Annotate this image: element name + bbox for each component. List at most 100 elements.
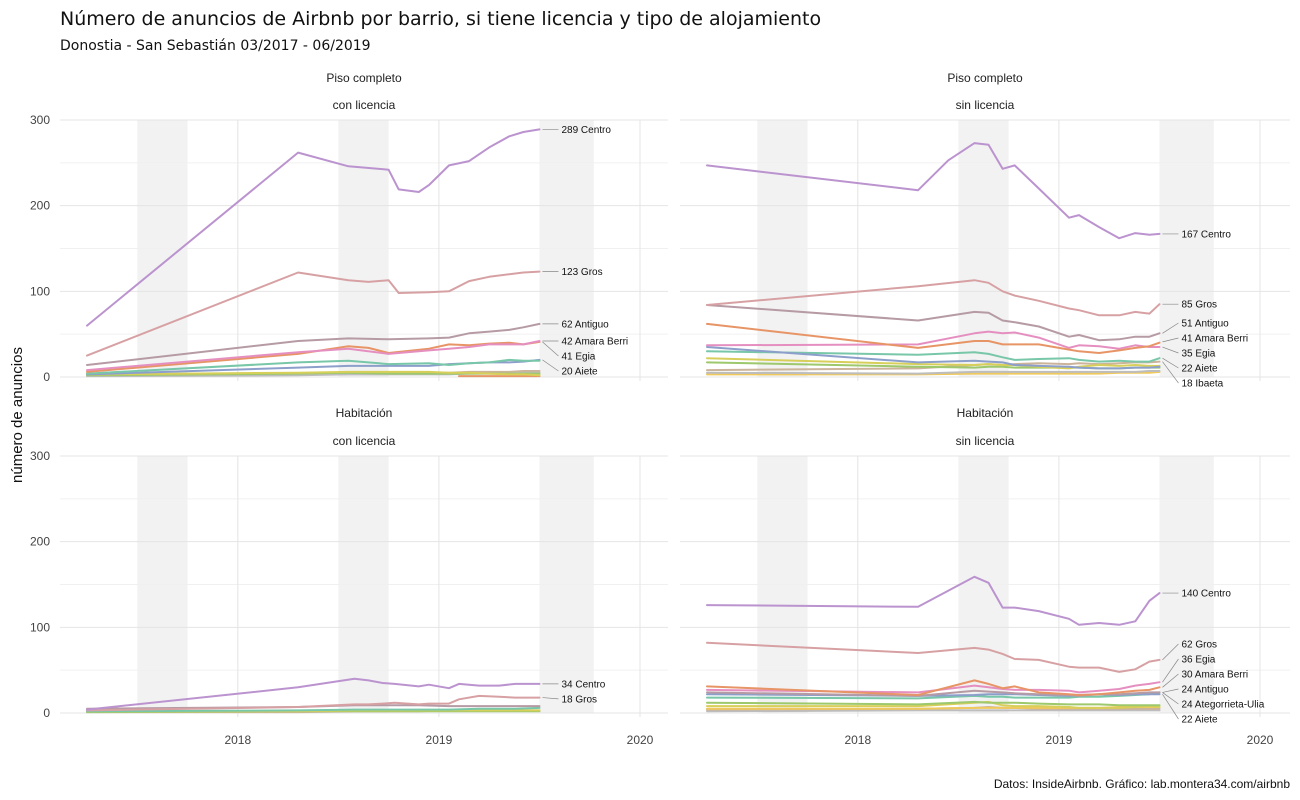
series-line-amara-berri: [86, 340, 541, 372]
end-labels: 167 Centro 85 Gros 51 Antiguo 41 Amara Berr…: [1162, 229, 1248, 390]
series-end-label: 20 Aiete: [561, 367, 598, 378]
label-leader: [1162, 693, 1179, 720]
series-end-label: 24 Ategorrieta-Ulia: [1181, 700, 1264, 711]
series-line-centro: [706, 142, 1161, 240]
end-labels: 140 Centro 62 Gros 36 Egia 30 Amara Berri 24…: [1162, 589, 1265, 726]
series-end-label: 85 Gros: [1181, 300, 1217, 311]
strip-label-license: con licencia: [333, 98, 396, 112]
panel-3: 0 100 200 300 2018 2019 2020 Habitación con lice…: [30, 406, 668, 747]
strip-label-type: Habitación: [336, 406, 393, 420]
label-leader: [1162, 322, 1179, 334]
series-line-extra1: [706, 357, 1161, 370]
series-end-label: 22 Aiete: [1181, 715, 1218, 726]
series-line-centro: [86, 128, 541, 327]
y-tick-label: 200: [30, 535, 50, 549]
series-end-label: 167 Centro: [1181, 229, 1231, 240]
x-tick-label: 2018: [844, 733, 871, 747]
label-leader: [1162, 673, 1179, 688]
series-line-extra2: [706, 700, 1161, 707]
series-end-label: 18 Ibaeta: [1181, 379, 1223, 390]
series-line-extra1: [86, 370, 541, 377]
chart-caption: Datos: InsideAirbnb. Gráfico: lab.monter…: [994, 777, 1290, 791]
label-leader: [1162, 346, 1179, 354]
y-tick-label: 300: [30, 449, 50, 463]
series-end-label: 34 Centro: [561, 679, 605, 690]
series-lines: [706, 142, 1161, 376]
series-line-atego: [86, 340, 541, 373]
series-line-antiguo: [86, 322, 541, 366]
y-tick-label: 200: [30, 199, 50, 213]
series-end-label: 42 Amara Berri: [561, 337, 628, 348]
y-tick-label: 0: [43, 370, 50, 384]
series-line-gros: [706, 641, 1161, 673]
series-line-extra3: [706, 709, 1161, 713]
series-end-label: 41 Amara Berri: [1181, 334, 1248, 345]
series-line-gros: [706, 279, 1161, 317]
series-end-label: 24 Antiguo: [1181, 685, 1229, 696]
label-leader: [1162, 692, 1179, 705]
series-end-label: 289 Centro: [561, 125, 611, 136]
y-tick-label: 100: [30, 620, 50, 634]
series-end-label: 62 Antiguo: [561, 319, 609, 330]
x-tick-label: 2019: [1046, 733, 1073, 747]
label-leader: [1162, 357, 1179, 369]
panel-1: 0 100 200 300 Piso completo con licencia 289 C…: [30, 71, 668, 384]
x-tick-label: 2018: [224, 733, 251, 747]
series-end-label: 18 Gros: [561, 694, 597, 705]
panel-4: 2018 2019 2020 Habitación sin licencia 140 Ce…: [680, 406, 1290, 747]
series-end-label: 35 Egia: [1181, 349, 1215, 360]
series-line-egia: [86, 706, 541, 713]
series-line-egia: [86, 358, 541, 375]
series-line-egia: [706, 350, 1161, 363]
series-end-label: 36 Egia: [1181, 655, 1215, 666]
panel-2: Piso completo sin licencia 167 Centro 85 Gr…: [680, 71, 1290, 390]
label-leader: [542, 697, 559, 700]
series-end-label: 140 Centro: [1181, 589, 1231, 600]
series-line-gros: [86, 694, 541, 712]
strip-label-license: con licencia: [333, 434, 396, 448]
end-labels: 289 Centro 123 Gros 62 Antiguo 42 Amara Ber…: [542, 125, 628, 378]
series-line-centro: [86, 677, 541, 711]
label-leader: [1162, 643, 1179, 661]
series-lines: [706, 575, 1161, 713]
label-leader: [542, 359, 559, 372]
series-line-extra3: [706, 370, 1161, 375]
series-end-label: 22 Aiete: [1181, 364, 1218, 375]
series-line-antiguo: [706, 304, 1161, 342]
series-lines: [86, 677, 541, 714]
chart-title: Número de anuncios de Airbnb por barrio,…: [60, 8, 821, 30]
series-line-atego: [706, 322, 1161, 354]
end-labels: 34 Centro 18 Gros: [542, 679, 606, 705]
series-lines: [86, 128, 541, 378]
series-line-antiguo: [706, 689, 1161, 697]
strip-label-type: Habitación: [957, 406, 1014, 420]
series-line-amara-berri: [706, 681, 1161, 694]
label-leader: [1162, 337, 1179, 343]
series-line-gros: [86, 270, 541, 357]
label-leader: [1162, 688, 1179, 693]
label-leader: [1162, 658, 1179, 683]
series-line-aiete: [706, 346, 1161, 370]
strip-label-type: Piso completo: [947, 71, 1023, 85]
series-line-atego: [706, 679, 1161, 696]
series-end-label: 41 Egia: [561, 352, 595, 363]
label-leader: [1162, 361, 1179, 384]
strip-label-license: sin licencia: [956, 434, 1015, 448]
series-end-label: 51 Antiguo: [1181, 319, 1229, 330]
label-leader: [542, 341, 559, 357]
chart-subtitle: Donostia - San Sebastián 03/2017 - 06/20…: [60, 38, 371, 54]
x-tick-label: 2020: [1247, 733, 1274, 747]
x-tick-label: 2019: [426, 733, 453, 747]
series-end-label: 30 Amara Berri: [1181, 670, 1248, 681]
series-line-centro: [706, 575, 1161, 626]
series-end-label: 62 Gros: [1181, 640, 1217, 651]
y-tick-label: 100: [30, 284, 50, 298]
y-tick-label: 300: [30, 113, 50, 127]
series-end-label: 123 Gros: [561, 267, 602, 278]
y-axis-label: número de anuncios: [9, 347, 26, 483]
x-tick-label: 2020: [627, 733, 654, 747]
series-line-amara-berri: [706, 330, 1161, 350]
panels-group: 0 100 200 300 Piso completo con licencia 289 C…: [30, 71, 1290, 747]
y-tick-label: 0: [43, 706, 50, 720]
